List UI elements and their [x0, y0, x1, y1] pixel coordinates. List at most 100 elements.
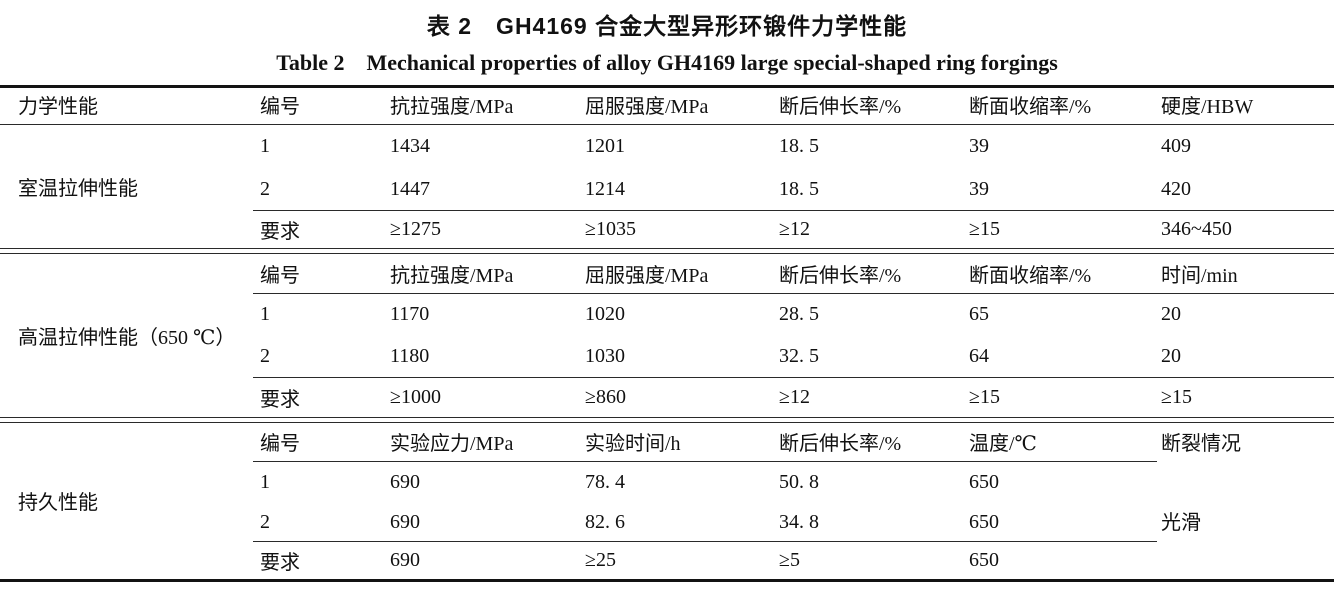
- section-header-row: 编号 实验应力/MPa 实验时间/h 断后伸长率/% 温度/℃ 断裂情况: [253, 422, 1334, 461]
- table-cell: ≥25: [585, 548, 616, 571]
- section-label-stress-rupture: 持久性能: [18, 492, 98, 514]
- table-cell: 650: [969, 548, 999, 571]
- table-cell: 要求: [260, 551, 300, 574]
- table-cell: ≥5: [779, 548, 800, 571]
- col-header-hardness: 硬度/HBW: [1161, 96, 1254, 118]
- table-cell: 1201: [585, 134, 625, 157]
- col-header-reduction-of-area: 断面收缩率/%: [969, 264, 1092, 287]
- table-cell: ≥15: [1161, 385, 1192, 408]
- table-cell: 650: [969, 471, 999, 493]
- table-cell: 1180: [390, 345, 430, 367]
- header-underline-rule: [0, 124, 1334, 126]
- col-header-time: 时间/min: [1161, 264, 1238, 287]
- col-header-number: 编号: [260, 264, 300, 287]
- section-divider-rule: [0, 421, 1334, 423]
- table-cell: 650: [969, 511, 999, 533]
- table-cell: 要求: [260, 388, 300, 411]
- table-caption-english: Table 2 Mechanical properties of alloy G…: [276, 50, 1058, 75]
- section-divider-rule: [0, 247, 1334, 249]
- table-cell: 2: [260, 511, 270, 533]
- requirement-row: 要求 690 ≥25 ≥5 650: [253, 541, 1334, 579]
- table-cell: 409: [1161, 134, 1191, 157]
- table-row: 1 690 78. 4 50. 8 650: [253, 461, 1334, 504]
- table-cell: 64: [969, 345, 989, 367]
- col-header-elongation: 断后伸长率/%: [779, 96, 902, 118]
- requirement-divider-rule: [253, 210, 1334, 212]
- table-cell: 50. 8: [779, 471, 819, 493]
- table-cell: 28. 5: [779, 303, 819, 325]
- col-header-number: 编号: [260, 96, 300, 118]
- col-header-temperature: 温度/℃: [969, 433, 1037, 455]
- table-cell: 要求: [260, 220, 300, 243]
- table-cell: 1447: [390, 177, 430, 200]
- section-divider-rule: [0, 416, 1334, 418]
- table-cell: 1020: [585, 303, 625, 325]
- table-cell: 346~450: [1161, 217, 1232, 240]
- table-cell: ≥860: [585, 385, 626, 408]
- table-cell: ≥15: [969, 217, 1000, 240]
- table-cell: 18. 5: [779, 177, 819, 200]
- table-caption-chinese: 表 2 GH4169 合金大型异形环锻件力学性能: [426, 13, 908, 39]
- table-top-rule: [0, 85, 1334, 88]
- table-row: 2 690 82. 6 34. 8 650: [253, 504, 1334, 541]
- table-cell: ≥1035: [585, 217, 636, 240]
- table-cell: 1434: [390, 134, 430, 157]
- col-header-elongation: 断后伸长率/%: [779, 264, 902, 287]
- col-header-test-stress: 实验应力/MPa: [390, 433, 514, 455]
- col-header-tensile-strength: 抗拉强度/MPa: [390, 264, 514, 287]
- fracture-condition-span-cell: 光滑: [1161, 511, 1201, 534]
- col-header-number: 编号: [260, 433, 300, 455]
- table-cell: 34. 8: [779, 511, 819, 533]
- col-header-yield-strength: 屈服强度/MPa: [585, 96, 709, 118]
- table-cell: 690: [390, 511, 420, 533]
- table-cell: 2: [260, 177, 270, 200]
- table-cell: 690: [390, 548, 420, 571]
- col-header-test-time: 实验时间/h: [585, 433, 681, 455]
- table-cell: ≥1000: [390, 385, 441, 408]
- table-cell: 39: [969, 177, 989, 200]
- table-cell: 18. 5: [779, 134, 819, 157]
- requirement-row: 要求 ≥1275 ≥1035 ≥12 ≥15 346~450: [253, 210, 1334, 248]
- col-header-mechanical-property: 力学性能: [18, 96, 98, 118]
- header-underline-rule: [253, 461, 1157, 463]
- main-header-row: 力学性能 编号 抗拉强度/MPa 屈服强度/MPa 断后伸长率/% 断面收缩率/…: [0, 85, 1334, 124]
- table-cell: 2: [260, 345, 270, 367]
- section-divider-rule: [0, 252, 1334, 254]
- table-cell: 65: [969, 303, 989, 325]
- col-header-reduction-of-area: 断面收缩率/%: [969, 96, 1092, 118]
- table-cell: 32. 5: [779, 345, 819, 367]
- table-cell: 690: [390, 471, 420, 493]
- table-cell: 1: [260, 471, 270, 493]
- table-cell: ≥1275: [390, 217, 441, 240]
- table-row: 1 1434 1201 18. 5 39 409: [253, 124, 1334, 168]
- table-row: 2 1180 1030 32. 5 64 20: [253, 336, 1334, 377]
- table-cell: 1170: [390, 303, 430, 325]
- table-cell: 420: [1161, 177, 1191, 200]
- table-cell: 1: [260, 303, 270, 325]
- table-cell: 82. 6: [585, 511, 625, 533]
- table-cell: ≥12: [779, 385, 810, 408]
- col-header-tensile-strength: 抗拉强度/MPa: [390, 96, 514, 118]
- requirement-divider-rule: [253, 377, 1334, 379]
- table-cell: 78. 4: [585, 471, 625, 493]
- col-header-yield-strength: 屈服强度/MPa: [585, 264, 709, 287]
- table-bottom-rule: [0, 579, 1334, 582]
- table-cell: ≥12: [779, 217, 810, 240]
- table-row: 2 1447 1214 18. 5 39 420: [253, 168, 1334, 210]
- requirement-divider-rule: [253, 541, 1157, 543]
- table-cell: 1214: [585, 177, 625, 200]
- table-cell: 39: [969, 134, 989, 157]
- section-label-high-temp-tensile: 高温拉伸性能（650 ℃）: [18, 326, 236, 349]
- section-label-room-temp-tensile: 室温拉伸性能: [18, 177, 138, 200]
- table-cell: 1: [260, 134, 270, 157]
- table-row: 1 1170 1020 28. 5 65 20: [253, 293, 1334, 336]
- col-header-fracture-condition: 断裂情况: [1161, 433, 1241, 455]
- section-header-row: 编号 抗拉强度/MPa 屈服强度/MPa 断后伸长率/% 断面收缩率/% 时间/…: [253, 253, 1334, 293]
- table-cell: 20: [1161, 303, 1181, 325]
- col-header-elongation: 断后伸长率/%: [779, 433, 902, 455]
- table-cell: 20: [1161, 345, 1181, 367]
- table-cell: ≥15: [969, 385, 1000, 408]
- requirement-row: 要求 ≥1000 ≥860 ≥12 ≥15 ≥15: [253, 377, 1334, 417]
- header-underline-rule: [253, 293, 1334, 295]
